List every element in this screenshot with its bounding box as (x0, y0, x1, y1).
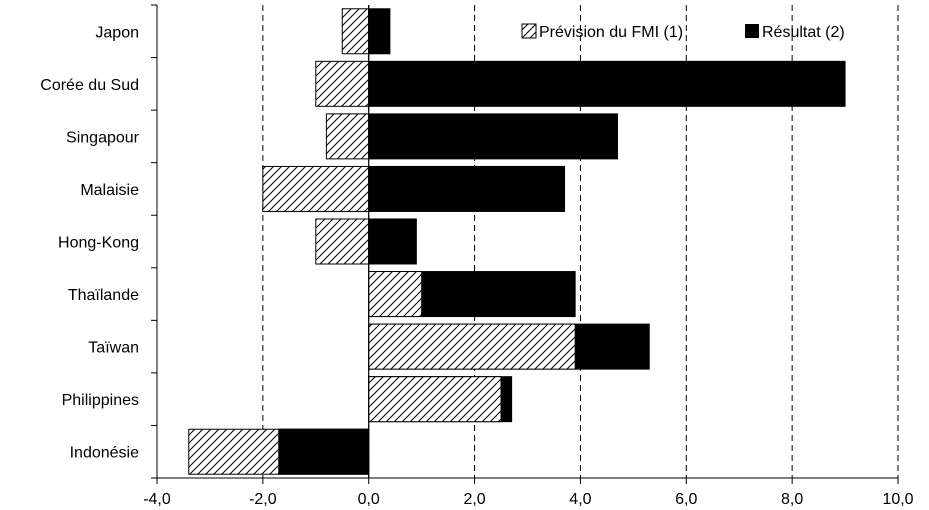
x-tick-label: -2,0 (249, 491, 277, 508)
category-label: Indonésie (70, 445, 139, 462)
bar-forecast (315, 218, 370, 265)
category-label: Japon (95, 24, 139, 41)
legend-label-forecast: Prévision du FMI (1) (539, 24, 683, 41)
bar-forecast (341, 8, 370, 55)
legend-swatch-forecast (521, 23, 537, 39)
category-label: Malaisie (80, 182, 139, 199)
axes (151, 4, 899, 484)
bar-forecast (368, 323, 576, 370)
x-tick-label: 4,0 (569, 491, 591, 508)
bar-forecast (368, 271, 423, 318)
x-tick-label: -4,0 (143, 491, 171, 508)
bar-result (368, 218, 417, 265)
tick-labels: -4,0 -2,0 0,0 2,0 4,0 6,0 8,0 10,0 (143, 491, 913, 508)
bar-forecast (368, 376, 502, 423)
bar-result (368, 8, 391, 55)
x-tick-label: 8,0 (781, 491, 803, 508)
x-tick-label: 6,0 (675, 491, 697, 508)
category-label: Corée du Sud (40, 77, 139, 94)
bar-forecast (315, 60, 370, 107)
bar-forecast (325, 113, 370, 160)
category-label: Taïwan (88, 340, 139, 357)
bars (188, 8, 846, 475)
category-label: Thaïlande (68, 287, 139, 304)
bar-forecast (262, 165, 370, 212)
x-tick-label: 0,0 (358, 491, 380, 508)
legend-swatch-result (745, 24, 759, 38)
legend-label-result: Résultat (2) (762, 24, 845, 41)
bar-result (278, 428, 370, 475)
bar-result (368, 113, 618, 160)
x-tick-label: 10,0 (882, 491, 913, 508)
category-label: Singapour (66, 129, 140, 146)
legend: Prévision du FMI (1) Résultat (2) (521, 23, 845, 41)
bar-result (368, 60, 846, 107)
category-labels: Japon Corée du Sud Singapour Malaisie Hong-K… (40, 24, 139, 461)
x-tick-label: 2,0 (463, 491, 485, 508)
category-label: Hong-Kong (58, 235, 139, 252)
category-label: Philippines (62, 392, 139, 409)
bar-result (368, 165, 566, 212)
